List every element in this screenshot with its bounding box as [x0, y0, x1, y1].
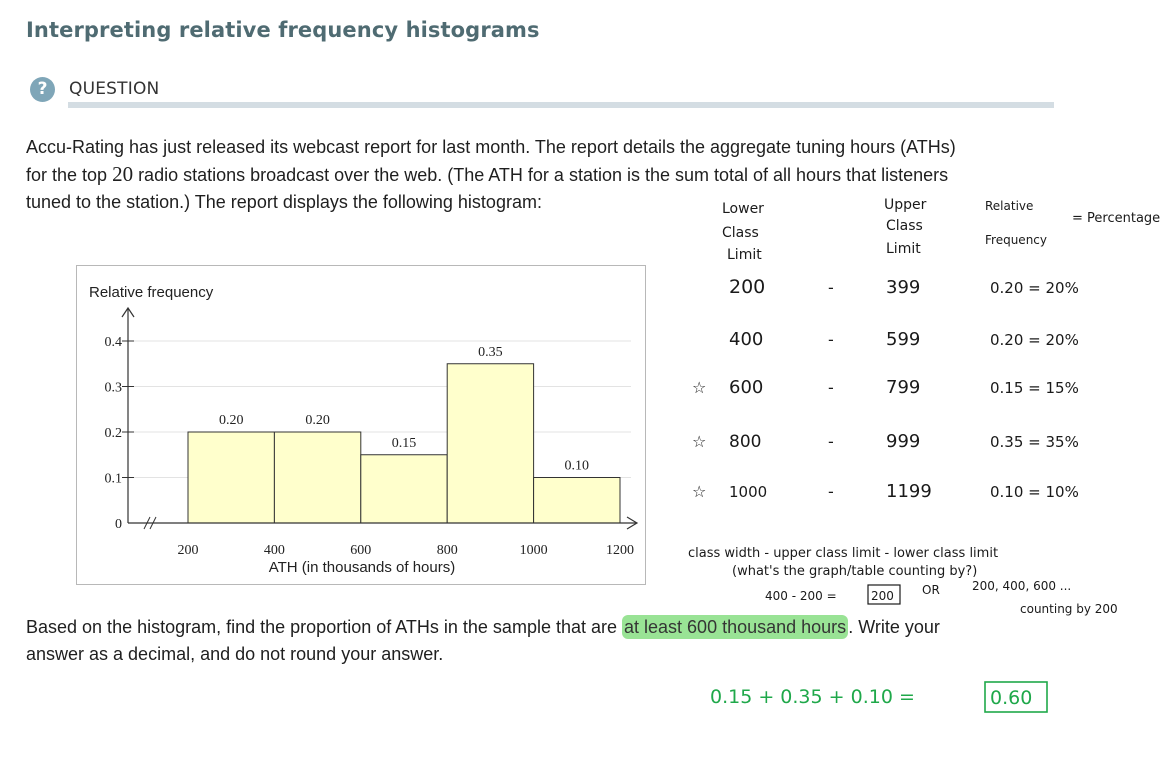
lower-limit: 600 [729, 377, 763, 398]
star-mark: ☆ [692, 378, 706, 397]
relative-frequency-value: 0.35 = 35% [990, 433, 1079, 451]
relative-frequency-value: 0.20 = 20% [990, 279, 1079, 297]
highlighted-condition: at least 600 thousand hours [622, 615, 849, 639]
annotation-table-row: 400 - 599 0.20 = 20% [729, 329, 1079, 350]
range-dash: - [828, 482, 834, 501]
relative-frequency-value: 0.15 = 15% [990, 379, 1079, 397]
y-tick-label: 0.1 [105, 472, 123, 487]
annotation-table-row: 200 - 399 0.20 = 20% [729, 276, 1079, 298]
y-axis-arrow [121, 306, 135, 318]
histogram-bar [533, 477, 621, 524]
histogram-bar [273, 431, 362, 524]
ask-line-1: Based on the histogram, find the proport… [26, 615, 940, 639]
y-axis-label: Relative frequency [89, 284, 214, 301]
star-mark: ☆ [692, 482, 706, 501]
x-tick-label: 800 [437, 543, 458, 558]
upper-limit: 399 [886, 277, 920, 298]
relative-frequency-histogram: Relative frequency 0.20 0.200.150.350.10 … [76, 265, 646, 585]
lower-limit: 400 [729, 329, 763, 350]
bar-value-label: 0.20 [219, 413, 244, 428]
lower-limit: 200 [729, 276, 765, 298]
class-width-calc: 400 - 200 = [765, 589, 837, 603]
question-ask: Based on the histogram, find the proport… [26, 614, 940, 668]
upper-limit: 599 [886, 329, 920, 350]
range-dash: - [828, 432, 834, 451]
answer-box [984, 681, 1048, 713]
station-count: 20 [112, 162, 134, 186]
x-tick-label: 1000 [520, 543, 548, 558]
ask-line-2: answer as a decimal, and do not round yo… [26, 644, 444, 664]
x-tick-label: 400 [264, 543, 285, 558]
question-line-3: tuned to the station.) The report displa… [26, 192, 542, 212]
question-line-2: for the top 20 radio stations broadcast … [26, 162, 949, 186]
y-tick-label: 0 [115, 517, 122, 532]
question-line-1: Accu-Rating has just released its webcas… [26, 137, 956, 157]
question-label: QUESTION [69, 79, 160, 99]
header-relative-frequency: Relative Frequency [985, 199, 1047, 247]
star-mark: ☆ [692, 432, 706, 451]
question-header: ? QUESTION [30, 76, 159, 102]
range-dash: - [828, 330, 834, 349]
y-tick-label: 0.2 [105, 426, 123, 441]
range-dash: - [828, 378, 834, 397]
question-divider [68, 102, 1054, 108]
annotation-table-row: ☆ 1000 - 1199 0.10 = 10% [692, 481, 1079, 502]
svg-text:Limit: Limit [727, 247, 762, 263]
class-width-or: OR [922, 583, 940, 597]
x-axis-arrow [626, 516, 639, 530]
svg-text:Class: Class [722, 225, 759, 241]
bar-value-label: 0.20 [305, 413, 330, 428]
question-text: Accu-Rating has just released its webcas… [26, 134, 956, 216]
class-width-sequence: 200, 400, 600 ... [972, 579, 1071, 593]
axis-break-mark [143, 516, 157, 530]
bar-value-label: 0.15 [392, 436, 417, 451]
relative-frequency-value: 0.10 = 10% [990, 483, 1079, 501]
lower-limit: 1000 [729, 483, 767, 501]
lower-limit: 800 [729, 432, 761, 452]
bar-value-label: 0.10 [565, 459, 590, 474]
svg-text:Frequency: Frequency [985, 233, 1047, 247]
x-tick-label: 200 [178, 543, 199, 558]
page-title: Interpreting relative frequency histogra… [26, 18, 540, 42]
histogram-bar [187, 431, 275, 524]
y-tick-label: 0.3 [105, 381, 123, 396]
histogram-bar [446, 363, 535, 524]
sum-expression: 0.15 + 0.35 + 0.10 = [710, 686, 915, 708]
x-axis-label: ATH (in thousands of hours) [269, 559, 455, 576]
question-mark-icon: ? [30, 76, 55, 102]
annotation-table-row: ☆ 600 - 799 0.15 = 15% [692, 377, 1079, 398]
upper-limit: 799 [886, 377, 920, 398]
class-width-counting: counting by 200 [1020, 602, 1118, 616]
class-width-question: (what's the graph/table counting by?) [732, 564, 977, 579]
svg-text:Relative: Relative [985, 199, 1033, 213]
annotation-table-row: ☆ 800 - 999 0.35 = 35% [692, 431, 1079, 452]
upper-limit: 999 [886, 431, 920, 452]
svg-text:Limit: Limit [886, 241, 921, 257]
class-width-box [867, 584, 901, 605]
y-tick-label: 0.4 [105, 335, 123, 350]
class-width-note: class width - upper class limit - lower … [688, 546, 998, 561]
upper-limit: 1199 [886, 481, 932, 502]
histogram-bar [360, 454, 448, 524]
x-tick-label: 1200 [606, 543, 634, 558]
sum-answer: 0.60 [990, 687, 1032, 709]
svg-text:Class: Class [886, 218, 923, 234]
range-dash: - [828, 278, 834, 297]
bar-value-label: 0.35 [478, 345, 503, 360]
x-tick-label: 600 [350, 543, 371, 558]
class-width-value: 200 [871, 589, 894, 603]
relative-frequency-value: 0.20 = 20% [990, 331, 1079, 349]
header-percentage: = Percentage [1072, 211, 1160, 226]
chart-frame [76, 265, 646, 585]
